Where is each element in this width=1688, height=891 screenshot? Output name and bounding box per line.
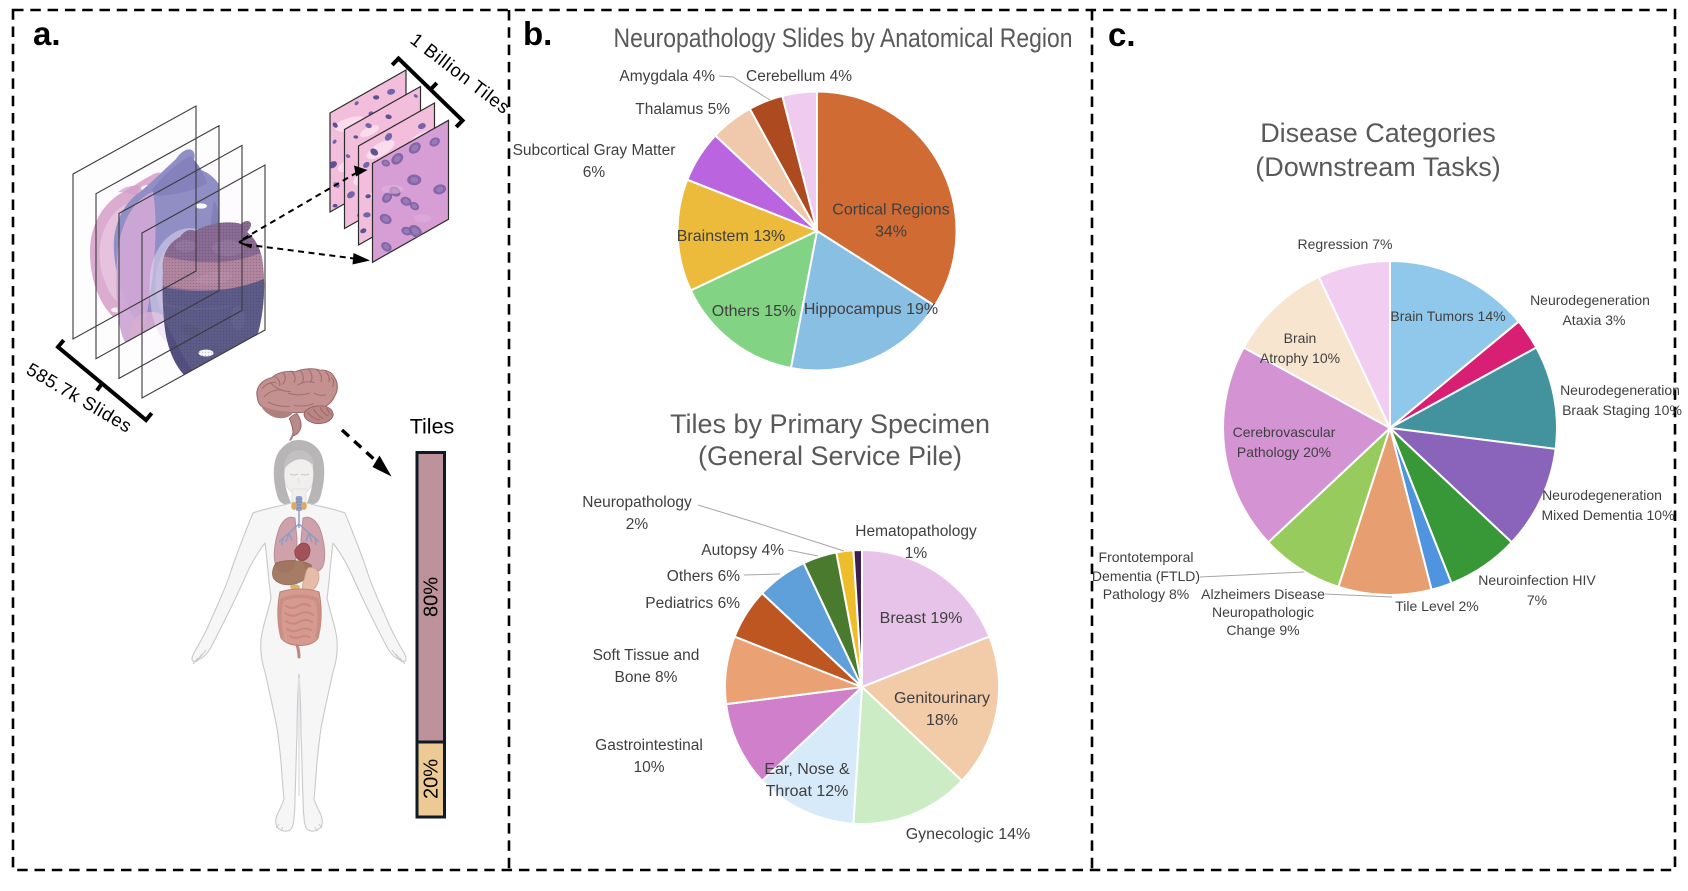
svg-text:Tiles: Tiles <box>410 415 455 439</box>
svg-text:Tile Level 2%: Tile Level 2% <box>1395 598 1479 614</box>
svg-text:Pathology 8%: Pathology 8% <box>1103 586 1189 602</box>
svg-text:Neuroinfection HIV: Neuroinfection HIV <box>1478 572 1596 588</box>
svg-text:Others 15%: Others 15% <box>712 303 796 320</box>
svg-text:20%: 20% <box>421 759 443 799</box>
svg-text:Neuropathology Slides by Anato: Neuropathology Slides by Anatomical Regi… <box>614 23 1073 53</box>
svg-text:(General Service Pile): (General Service Pile) <box>698 441 962 471</box>
svg-text:Neurodegeneration: Neurodegeneration <box>1542 487 1662 503</box>
svg-text:Tiles by Primary Specimen: Tiles by Primary Specimen <box>670 409 990 439</box>
svg-text:Cerebellum 4%: Cerebellum 4% <box>746 68 852 85</box>
svg-text:Disease Categories: Disease Categories <box>1260 118 1496 148</box>
svg-text:Braak Staging 10%: Braak Staging 10% <box>1562 402 1682 418</box>
svg-text:Regression 7%: Regression 7% <box>1298 236 1393 252</box>
svg-text:Amygdala 4%: Amygdala 4% <box>619 68 715 85</box>
svg-text:Autopsy 4%: Autopsy 4% <box>701 542 784 559</box>
svg-text:34%: 34% <box>875 224 907 241</box>
svg-text:Bone 8%: Bone 8% <box>615 669 678 686</box>
svg-text:80%: 80% <box>421 577 443 617</box>
svg-text:Cerebrovascular: Cerebrovascular <box>1233 424 1336 440</box>
svg-text:Neurodegeneration: Neurodegeneration <box>1530 292 1650 308</box>
svg-text:18%: 18% <box>926 712 958 729</box>
svg-text:Hematopathology: Hematopathology <box>855 523 977 540</box>
svg-text:Pediatrics 6%: Pediatrics 6% <box>645 595 740 612</box>
svg-text:Cortical Regions: Cortical Regions <box>832 202 949 219</box>
svg-text:Neuropathologic: Neuropathologic <box>1212 604 1314 620</box>
svg-text:Dementia (FTLD): Dementia (FTLD) <box>1092 568 1200 584</box>
svg-text:Brainstem 13%: Brainstem 13% <box>677 228 786 245</box>
svg-text:Pathology 20%: Pathology 20% <box>1237 444 1331 460</box>
svg-text:(Downstream Tasks): (Downstream Tasks) <box>1255 152 1501 182</box>
svg-text:Brain Tumors 14%: Brain Tumors 14% <box>1390 308 1505 324</box>
svg-text:Gastrointestinal: Gastrointestinal <box>595 737 703 754</box>
svg-text:b.: b. <box>523 15 552 52</box>
svg-text:Breast 19%: Breast 19% <box>880 610 963 627</box>
svg-text:Frontotemporal: Frontotemporal <box>1099 549 1194 565</box>
svg-text:Soft Tissue and: Soft Tissue and <box>593 647 700 664</box>
svg-text:6%: 6% <box>583 164 606 181</box>
svg-text:7%: 7% <box>1527 592 1547 608</box>
svg-text:Genitourinary: Genitourinary <box>894 690 990 707</box>
svg-text:Ataxia 3%: Ataxia 3% <box>1562 312 1625 328</box>
svg-text:c.: c. <box>1108 16 1136 53</box>
svg-text:Others 6%: Others 6% <box>667 568 740 585</box>
svg-text:Neurodegeneration: Neurodegeneration <box>1560 382 1680 398</box>
svg-text:Alzheimers Disease: Alzheimers Disease <box>1201 586 1325 602</box>
svg-text:a.: a. <box>33 15 61 52</box>
svg-text:2%: 2% <box>626 516 649 533</box>
svg-text:Neuropathology: Neuropathology <box>582 494 692 511</box>
svg-text:Change 9%: Change 9% <box>1226 622 1299 638</box>
svg-text:Throat 12%: Throat 12% <box>766 783 849 800</box>
svg-text:Atrophy 10%: Atrophy 10% <box>1260 350 1340 366</box>
svg-text:Hippocampus 19%: Hippocampus 19% <box>804 301 938 318</box>
svg-text:1 Billion Tiles: 1 Billion Tiles <box>407 29 515 119</box>
svg-text:Brain: Brain <box>1284 330 1317 346</box>
svg-text:Thalamus 5%: Thalamus 5% <box>635 101 730 118</box>
svg-text:Gynecologic 14%: Gynecologic 14% <box>906 826 1031 843</box>
svg-text:Ear, Nose &: Ear, Nose & <box>764 761 850 778</box>
svg-text:1%: 1% <box>905 545 928 562</box>
svg-text:Mixed Dementia 10%: Mixed Dementia 10% <box>1541 507 1674 523</box>
svg-text:10%: 10% <box>633 759 664 776</box>
svg-text:Subcortical Gray Matter: Subcortical Gray Matter <box>513 142 676 159</box>
